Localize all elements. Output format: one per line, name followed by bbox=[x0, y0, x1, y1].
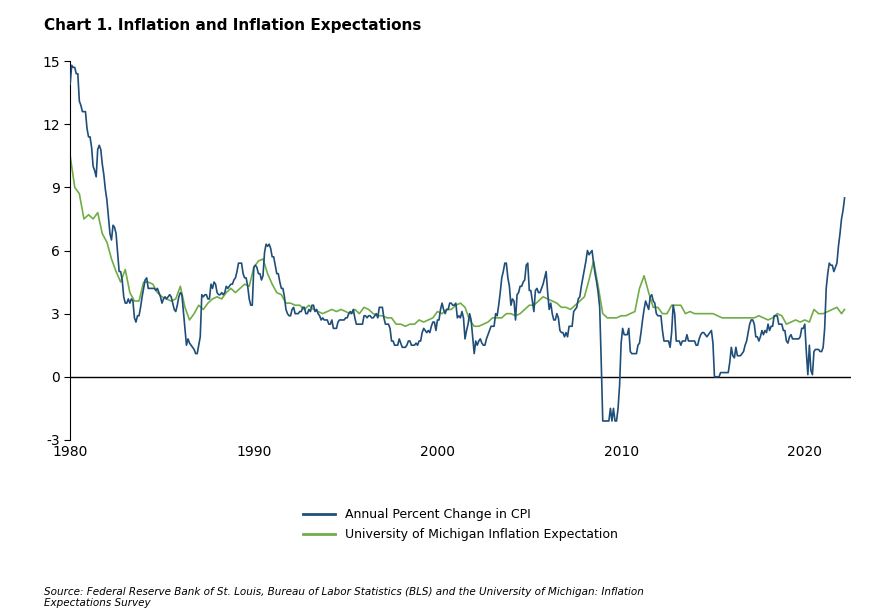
Text: Chart 1. Inflation and Inflation Expectations: Chart 1. Inflation and Inflation Expecta… bbox=[44, 18, 421, 34]
Text: Source: Federal Reserve Bank of St. Louis, Bureau of Labor Statistics (BLS) and : Source: Federal Reserve Bank of St. Loui… bbox=[44, 587, 644, 608]
Legend: Annual Percent Change in CPI, University of Michigan Inflation Expectation: Annual Percent Change in CPI, University… bbox=[298, 503, 623, 546]
